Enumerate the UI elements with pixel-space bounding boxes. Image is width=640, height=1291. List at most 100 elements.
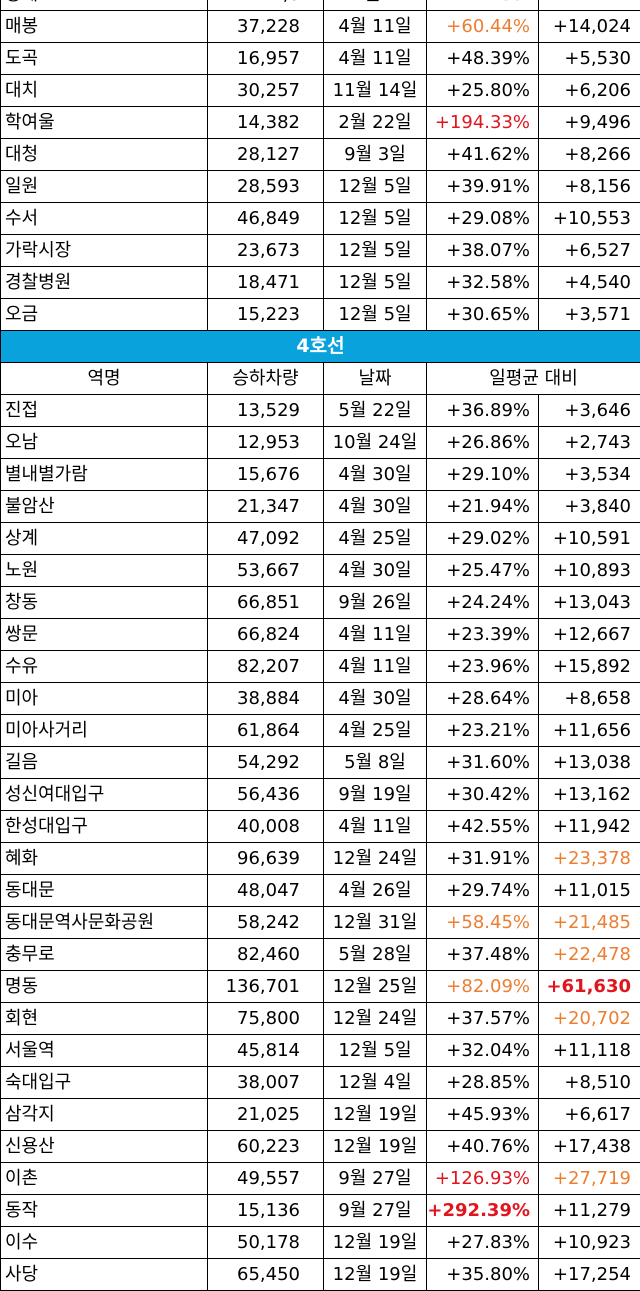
- percent-change: +37.48%: [427, 939, 539, 971]
- station-name: 상계: [1, 0, 208, 11]
- peak-date: 12월 31일: [324, 907, 427, 939]
- percent-change: +38.07%: [427, 235, 539, 267]
- count-change: +10,893: [539, 555, 640, 587]
- count-change: +4,540: [539, 267, 640, 299]
- station-name: 학여울: [1, 107, 208, 139]
- count-change: +23,378: [539, 843, 640, 875]
- header-station: 역명: [1, 363, 208, 395]
- station-name: 가락시장: [1, 235, 208, 267]
- count-change: +11,118: [539, 1035, 640, 1067]
- percent-change: +29.02%: [427, 523, 539, 555]
- peak-date: 12월 19일: [324, 1099, 427, 1131]
- percent-change: +40.76%: [427, 1131, 539, 1163]
- station-name: 서울역: [1, 1035, 208, 1067]
- ridership-count: 48,047: [208, 875, 324, 907]
- station-name: 대치: [1, 75, 208, 107]
- percent-change: +31.91%: [427, 843, 539, 875]
- peak-date: 4월 25일: [324, 523, 427, 555]
- percent-change: +28.85%: [427, 1067, 539, 1099]
- count-change: +11,656: [539, 715, 640, 747]
- ridership-count: 136,701: [208, 971, 324, 1003]
- count-change: +27,719: [539, 1163, 640, 1195]
- percent-change: +30.42%: [427, 779, 539, 811]
- peak-date: 4월 2: [324, 0, 427, 11]
- peak-date: 12월 5일: [324, 1035, 427, 1067]
- percent-change: +21.94%: [427, 491, 539, 523]
- percent-change: +194.33%: [427, 107, 539, 139]
- ridership-count: 82,460: [208, 939, 324, 971]
- peak-date: 4월 30일: [324, 555, 427, 587]
- station-name: 불암산: [1, 491, 208, 523]
- peak-date: 12월 24일: [324, 843, 427, 875]
- percent-change: +29.74%: [427, 875, 539, 907]
- ridership-count: 28,593: [208, 171, 324, 203]
- station-name: 신용산: [1, 1131, 208, 1163]
- ridership-count: 23,673: [208, 235, 324, 267]
- station-name: 노원: [1, 555, 208, 587]
- count-change: +13,043: [539, 587, 640, 619]
- station-name: 오금: [1, 299, 208, 331]
- station-name: 혜화: [1, 843, 208, 875]
- ridership-count: 82,207: [208, 651, 324, 683]
- ridership-count: 47,0: [208, 0, 324, 11]
- ridership-count: 61,864: [208, 715, 324, 747]
- count-change: +8,510: [539, 1067, 640, 1099]
- station-name: 동대문: [1, 875, 208, 907]
- percent-change: +28.64%: [427, 683, 539, 715]
- peak-date: 5월 8일: [324, 747, 427, 779]
- station-name: 별내별가람: [1, 459, 208, 491]
- peak-date: 12월 4일: [324, 1067, 427, 1099]
- station-name: 수유: [1, 651, 208, 683]
- percent-change: +37.57%: [427, 1003, 539, 1035]
- station-name: 수서: [1, 203, 208, 235]
- peak-date: 10월 24일: [324, 427, 427, 459]
- peak-date: 12월 5일: [324, 235, 427, 267]
- peak-date: 12월 24일: [324, 1003, 427, 1035]
- ridership-count: 47,092: [208, 523, 324, 555]
- ridership-count: 16,957: [208, 43, 324, 75]
- peak-date: 5월 22일: [324, 395, 427, 427]
- station-name: 동대문역사문화공원: [1, 907, 208, 939]
- count-change: +61,630: [539, 971, 640, 1003]
- peak-date: 9월 3일: [324, 139, 427, 171]
- percent-change: +82.09%: [427, 971, 539, 1003]
- peak-date: 12월 5일: [324, 171, 427, 203]
- peak-date: 5월 28일: [324, 939, 427, 971]
- peak-date: 2월 22일: [324, 107, 427, 139]
- percent-change: +39.91%: [427, 171, 539, 203]
- percent-change: +32.04%: [427, 1035, 539, 1067]
- ridership-count: 66,851: [208, 587, 324, 619]
- count-change: +10,923: [539, 1227, 640, 1259]
- percent-change: +45.93%: [427, 1099, 539, 1131]
- peak-date: 9월 26일: [324, 587, 427, 619]
- percent-change: +26.86%: [427, 427, 539, 459]
- count-change: +12,667: [539, 619, 640, 651]
- station-name: 대청: [1, 139, 208, 171]
- count-change: +10,591: [539, 523, 640, 555]
- count-change: +13,162: [539, 779, 640, 811]
- peak-date: 12월 5일: [324, 267, 427, 299]
- count-change: +8,156: [539, 171, 640, 203]
- count-change: +3,571: [539, 299, 640, 331]
- station-name: 회현: [1, 1003, 208, 1035]
- station-name: 도곡: [1, 43, 208, 75]
- ridership-count: 60,223: [208, 1131, 324, 1163]
- peak-date: 4월 26일: [324, 875, 427, 907]
- peak-date: 4월 11일: [324, 619, 427, 651]
- count-change: +3,646: [539, 395, 640, 427]
- percent-change: +24.24%: [427, 587, 539, 619]
- percent-change: +23.39%: [427, 619, 539, 651]
- peak-date: 12월 5일: [324, 299, 427, 331]
- count-change: +22,478: [539, 939, 640, 971]
- station-name: 상계: [1, 523, 208, 555]
